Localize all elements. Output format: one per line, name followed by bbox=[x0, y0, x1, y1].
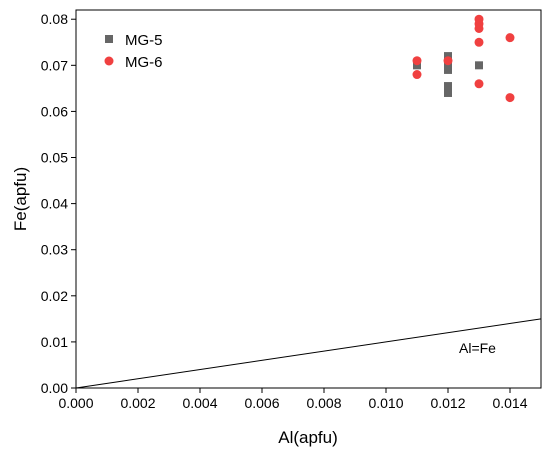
data-point-mg-6 bbox=[412, 70, 422, 80]
plot-frame bbox=[75, 9, 542, 389]
data-point-mg-5 bbox=[444, 65, 452, 74]
legend-marker-mg-6 bbox=[104, 56, 114, 66]
reference-line-al-fe bbox=[75, 318, 542, 389]
y-tick-label: 0.03 bbox=[41, 242, 68, 258]
x-tick-label: 0.010 bbox=[368, 395, 403, 411]
data-point-mg-6 bbox=[505, 93, 515, 103]
y-axis-title: Fe(apfu) bbox=[11, 167, 30, 231]
x-axis-ticks: 0.000 0.002 0.004 0.006 0.008 0.010 0.012 0.014 bbox=[58, 388, 528, 411]
y-axis-ticks: 0.00 0.01 0.02 0.03 0.04 0.05 0.06 0.07 0.08 bbox=[41, 11, 76, 396]
data-point-mg-6 bbox=[474, 37, 484, 47]
data-point-mg-5 bbox=[444, 61, 452, 70]
y-tick-label: 0.04 bbox=[41, 196, 68, 212]
x-tick-label: 0.008 bbox=[306, 395, 341, 411]
legend-label-mg-5: MG-5 bbox=[125, 32, 163, 49]
x-tick-label: 0.004 bbox=[182, 395, 217, 411]
y-tick-label: 0.08 bbox=[41, 11, 68, 27]
y-tick-label: 0.00 bbox=[41, 380, 68, 396]
data-point-mg-5 bbox=[444, 52, 452, 61]
data-point-mg-5 bbox=[444, 88, 452, 97]
legend-label-mg-6: MG-6 bbox=[125, 54, 163, 71]
data-point-mg-6 bbox=[443, 56, 453, 66]
data-points bbox=[412, 14, 515, 103]
y-tick-label: 0.05 bbox=[41, 150, 68, 166]
legend: MG-5 MG-6 bbox=[104, 32, 163, 71]
y-tick-label: 0.02 bbox=[41, 288, 68, 304]
y-tick-label: 0.07 bbox=[41, 57, 68, 73]
legend-marker-mg-5 bbox=[105, 35, 113, 43]
y-tick-label: 0.01 bbox=[41, 334, 68, 350]
x-tick-label: 0.002 bbox=[120, 395, 155, 411]
x-tick-label: 0.014 bbox=[492, 395, 527, 411]
x-tick-label: 0.006 bbox=[244, 395, 279, 411]
y-tick-label: 0.06 bbox=[41, 103, 68, 119]
reference-line-label: Al=Fe bbox=[459, 340, 496, 356]
data-point-mg-5 bbox=[413, 61, 421, 70]
x-tick-label: 0.012 bbox=[430, 395, 465, 411]
data-point-mg-6 bbox=[474, 79, 484, 89]
plot-area bbox=[75, 9, 542, 389]
data-point-mg-5 bbox=[444, 82, 452, 91]
data-point-mg-5 bbox=[475, 61, 483, 70]
x-tick-label: 0.000 bbox=[58, 395, 93, 411]
data-point-mg-6 bbox=[505, 33, 515, 43]
data-point-mg-6 bbox=[412, 56, 422, 66]
data-point-mg-6 bbox=[474, 23, 484, 33]
reference-line-layer bbox=[75, 318, 542, 389]
x-axis-title: Al(apfu) bbox=[278, 428, 338, 447]
